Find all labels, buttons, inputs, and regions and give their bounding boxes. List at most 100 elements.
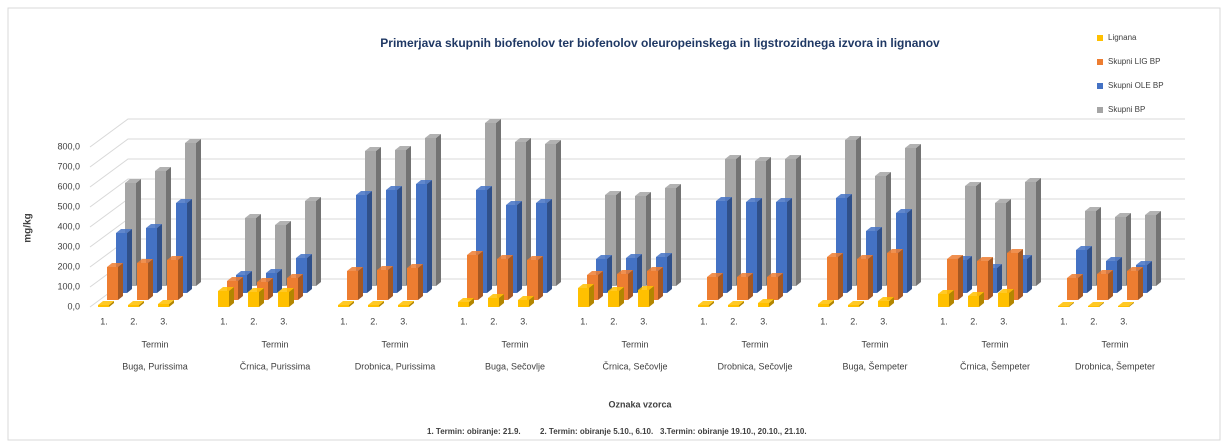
bar <box>665 184 681 286</box>
bar-side <box>646 192 651 286</box>
bar-top <box>287 274 303 278</box>
bar-top <box>776 198 792 202</box>
bar-side <box>349 301 354 307</box>
bar-front <box>1058 306 1069 307</box>
x-tick-label: 1. <box>820 316 828 326</box>
bar-front <box>665 188 676 286</box>
bar-top <box>167 256 183 260</box>
bar-side <box>967 256 972 293</box>
bar-top <box>185 139 201 143</box>
bar <box>158 300 174 307</box>
bar-side <box>289 288 294 307</box>
bar-top <box>635 192 651 196</box>
bar-front <box>1025 182 1036 286</box>
bar-front <box>347 271 358 300</box>
bar <box>1145 211 1161 286</box>
bar-front <box>887 253 898 300</box>
bar-front <box>248 292 259 307</box>
x-tick-label: 3. <box>160 316 168 326</box>
bar-side <box>1099 302 1104 307</box>
x-tick-label: 3. <box>520 316 528 326</box>
bar-top <box>245 214 261 218</box>
bar <box>1127 267 1143 300</box>
bar <box>635 192 651 286</box>
bar-front <box>965 186 976 286</box>
bar-side <box>637 254 642 293</box>
bar <box>248 288 264 307</box>
bar <box>818 300 834 307</box>
bar-top <box>1058 302 1074 306</box>
bar-top <box>176 199 192 203</box>
bar-side <box>1078 274 1083 300</box>
group-sub-label: Termin <box>141 339 168 349</box>
bar <box>278 288 294 307</box>
bar-top <box>125 179 141 183</box>
bar-side <box>769 299 774 307</box>
bar <box>776 198 792 293</box>
bar-top <box>1097 270 1113 274</box>
bar-top <box>1007 249 1023 253</box>
bar-side <box>1117 257 1122 293</box>
bar <box>1097 270 1113 300</box>
bar-side <box>1069 302 1074 307</box>
footnote-text: 3.Termin: obiranje 19.10., 20.10., 21.10… <box>660 427 807 436</box>
bar-side <box>517 201 522 293</box>
bar-top <box>896 209 912 213</box>
bar-top <box>737 273 753 277</box>
bar-top <box>545 140 561 144</box>
bar-front <box>977 261 988 300</box>
bar-front <box>818 304 829 307</box>
x-tick-label: 1. <box>700 316 708 326</box>
bar-top <box>425 134 441 138</box>
bar-front <box>167 260 178 300</box>
bar-top <box>656 253 672 257</box>
y-tick-label: 0,0 <box>67 301 80 311</box>
bar <box>767 273 783 300</box>
grid-line <box>89 158 1185 188</box>
bar-side <box>877 227 882 293</box>
x-axis-label: Oznaka vzorca <box>608 399 672 409</box>
bar-front <box>827 257 838 300</box>
bar <box>857 255 873 300</box>
x-tick-label: 1. <box>940 316 948 326</box>
bar-side <box>619 287 624 307</box>
bar-side <box>496 119 501 286</box>
footnote: 1. Termin: obiranje: 21.9. 2. Termin: obi… <box>427 427 807 436</box>
bar-side <box>259 288 264 307</box>
bar <box>878 297 894 307</box>
x-tick-label: 2. <box>970 316 978 326</box>
bar-top <box>755 157 771 161</box>
group-label: Buga, Šempeter <box>842 361 907 371</box>
bar-front <box>305 201 316 286</box>
bar <box>536 199 552 293</box>
x-tick-label: 3. <box>760 316 768 326</box>
bar-front <box>107 267 118 300</box>
bar-side <box>538 256 543 300</box>
bar-front <box>635 196 646 286</box>
bar-side <box>169 300 174 307</box>
bar <box>176 199 192 293</box>
bar-top <box>887 249 903 253</box>
group-label: Drobnica, Purissima <box>355 361 436 371</box>
bar-top <box>1136 261 1152 265</box>
bar-top <box>605 191 621 195</box>
bar-top <box>1115 213 1131 217</box>
x-tick-label: 1. <box>460 316 468 326</box>
bar-side <box>139 301 144 307</box>
bar-front <box>458 302 469 307</box>
bar <box>698 301 714 307</box>
bar-top <box>968 292 984 296</box>
bar-top <box>107 263 123 267</box>
bar-side <box>616 191 621 286</box>
x-tick-label: 2. <box>610 316 618 326</box>
bar <box>947 255 963 300</box>
x-tick-label: 2. <box>850 316 858 326</box>
bar <box>1007 249 1023 300</box>
x-tick-label: 1. <box>220 316 228 326</box>
bar-front <box>608 291 619 307</box>
y-tick-label: 100,0 <box>57 281 80 291</box>
bar-top <box>476 186 492 190</box>
bar-top <box>236 271 252 275</box>
bar-side <box>856 136 861 286</box>
y-tick-label: 200,0 <box>57 261 80 271</box>
